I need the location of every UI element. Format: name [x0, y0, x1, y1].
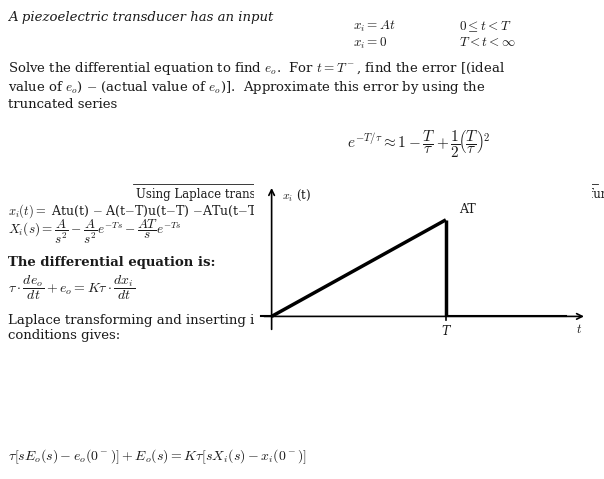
Text: The differential equation is:: The differential equation is:: [8, 256, 216, 269]
Text: $x_i = 0$: $x_i = 0$: [353, 36, 388, 51]
Text: Using Laplace transform we could proceed as follows.  (u(t) is the unit step fun: Using Laplace transform we could proceed…: [136, 188, 604, 201]
Text: $\tau \cdot \dfrac{de_o}{dt} + e_o = K\tau \cdot \dfrac{dx_i}{dt}$: $\tau \cdot \dfrac{de_o}{dt} + e_o = K\t…: [8, 273, 135, 302]
Text: $x_i = At$: $x_i = At$: [353, 19, 396, 34]
Text: $x_i$ (t): $x_i$ (t): [282, 188, 311, 204]
Text: AT: AT: [458, 203, 475, 216]
Text: A piezoelectric transducer has an input: A piezoelectric transducer has an input: [8, 11, 273, 23]
Text: Laplace transforming and inserting initial
conditions gives:: Laplace transforming and inserting initi…: [8, 314, 288, 342]
Text: $e^{-T/\tau} \approx 1 - \dfrac{T}{\tau} + \dfrac{1}{2}\!\left(\dfrac{T}{\tau}\r: $e^{-T/\tau} \approx 1 - \dfrac{T}{\tau}…: [347, 129, 490, 160]
Text: $x_i(t) = $ Atu(t) $-$ A(t$-$T)u(t$-$T) $-$ATu(t$-$T)u(t$-$T): $x_i(t) = $ Atu(t) $-$ A(t$-$T)u(t$-$T) …: [8, 202, 302, 220]
Text: $0 \leq t < T$: $0 \leq t < T$: [459, 19, 512, 34]
Text: $X_i(s) = \dfrac{A}{s^2} - \dfrac{A}{s^2}e^{-Ts} - \dfrac{AT}{s}e^{-Ts}$: $X_i(s) = \dfrac{A}{s^2} - \dfrac{A}{s^2…: [8, 218, 182, 246]
Text: $\tau[sE_o(s) - e_o(0^-)] + E_o(s) = K\tau[sX_i(s) - x_i(0^-)]$: $\tau[sE_o(s) - e_o(0^-)] + E_o(s) = K\t…: [8, 448, 307, 467]
Text: Solve the differential equation to find $e_o$.  For $t = T^-$, find the error [(: Solve the differential equation to find …: [8, 60, 505, 111]
Text: T: T: [442, 325, 450, 338]
Text: $T < t < \infty$: $T < t < \infty$: [459, 36, 516, 49]
Text: $t$: $t$: [576, 323, 582, 336]
